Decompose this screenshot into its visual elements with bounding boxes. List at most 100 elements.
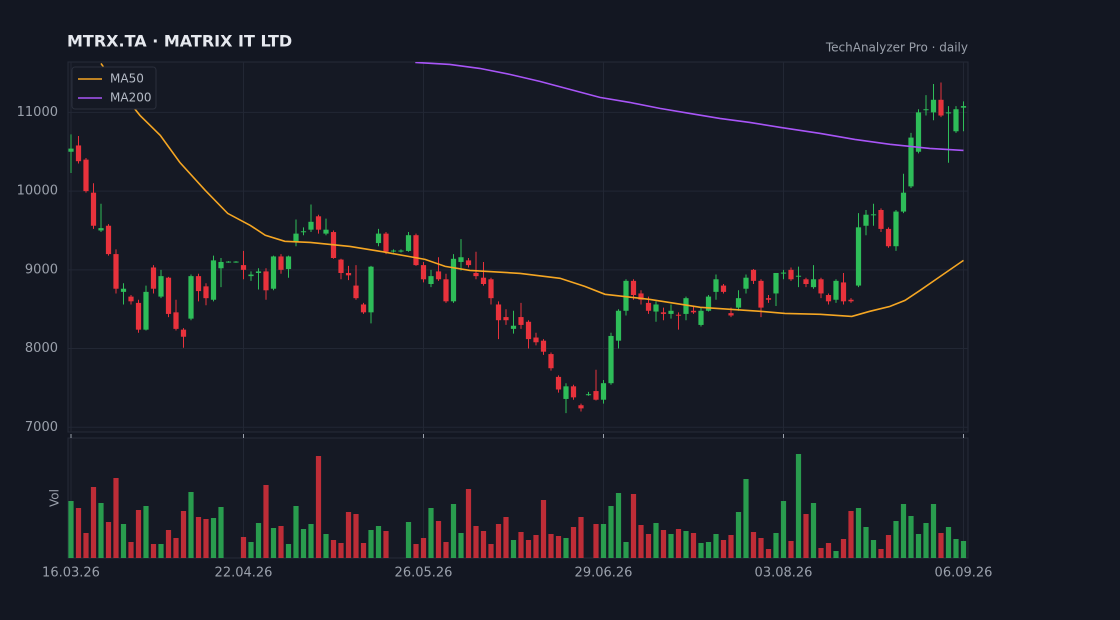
volume-bar: [90, 487, 97, 558]
candle-body: [908, 137, 914, 187]
volume-bar: [863, 527, 869, 558]
candle-body: [338, 259, 344, 273]
volume-bar: [818, 548, 824, 558]
volume-bar: [750, 532, 757, 558]
volume-bar: [465, 489, 472, 558]
volume-bar: [128, 542, 134, 558]
volume-bar: [563, 538, 569, 558]
chart-title: MTRX.TA · MATRIX IT LTD: [67, 32, 292, 51]
volume-bar: [765, 549, 772, 558]
candle-body: [308, 221, 314, 230]
grid: [68, 62, 968, 558]
candle-body: [638, 293, 644, 300]
volume-bar: [735, 512, 742, 558]
volume-bar: [195, 517, 202, 558]
volume-bar: [285, 544, 292, 558]
candle-body: [285, 256, 292, 270]
candle-body: [623, 280, 629, 311]
candle-body: [773, 272, 779, 294]
volume-bar: [98, 503, 104, 558]
volume-bar: [938, 533, 944, 558]
volume-bar: [255, 523, 262, 558]
volume-bar: [525, 540, 532, 558]
candle-body: [780, 272, 787, 274]
candle-body: [420, 265, 427, 280]
x-tick-label: 22.04.26: [215, 566, 273, 581]
volume-panel: [67, 437, 969, 559]
candle-body: [165, 277, 172, 314]
candle-body: [278, 256, 284, 270]
volume-bar: [218, 507, 224, 558]
candle-body: [848, 299, 854, 302]
x-tick-label: 16.03.26: [42, 566, 100, 581]
volume-bar: [848, 511, 854, 558]
candle-body: [855, 227, 862, 286]
candle-body: [863, 214, 869, 226]
x-tick-label: 29.06.26: [575, 566, 633, 581]
candle-body: [818, 279, 824, 294]
volume-bar: [360, 543, 367, 558]
candle-body: [653, 304, 659, 312]
volume-bar: [608, 506, 614, 558]
volume-bar: [683, 531, 689, 558]
volume-bar: [660, 530, 667, 558]
volume-bar: [345, 512, 352, 558]
candle-body: [630, 280, 637, 296]
candle-body: [263, 271, 269, 291]
candle-body: [503, 317, 509, 321]
candle-body: [405, 235, 412, 251]
candle-body: [173, 312, 179, 329]
ma-line: [415, 62, 964, 152]
candle-body: [525, 321, 532, 340]
volume-bar: [413, 544, 419, 558]
candle-body: [645, 302, 652, 311]
candle-body: [825, 295, 832, 302]
candle-body: [893, 211, 899, 247]
volume-bar: [810, 503, 817, 558]
candle-body: [150, 267, 157, 289]
volume-bar: [263, 485, 269, 558]
volume-bar: [900, 504, 907, 558]
volume-bar: [353, 514, 359, 558]
candle-body: [578, 405, 584, 409]
candle-body: [683, 298, 689, 314]
candle-body: [368, 266, 374, 313]
candle-body: [923, 109, 929, 111]
candle-body: [128, 296, 134, 302]
volume-bar: [795, 454, 802, 558]
volume-bar: [825, 543, 832, 558]
volume-bar: [593, 524, 599, 558]
candle-body: [105, 225, 112, 255]
volume-bar: [960, 541, 967, 558]
volume-bar: [473, 526, 479, 558]
candle-body: [555, 376, 562, 390]
volume-bar: [135, 510, 142, 558]
volume-bar: [570, 527, 577, 558]
volume-bar: [675, 529, 682, 558]
volume-bar: [945, 527, 952, 558]
candle-body: [345, 272, 352, 276]
candle-body: [953, 109, 959, 132]
y-tick-label: 11000: [17, 105, 58, 120]
candle-body: [930, 99, 937, 113]
candle-body: [428, 276, 434, 284]
volume-bar: [435, 521, 442, 558]
candle-body: [690, 310, 697, 313]
volume-bar: [713, 534, 719, 558]
candle-body: [323, 229, 329, 234]
candle-body: [728, 313, 734, 316]
candle-body: [833, 280, 839, 300]
candle-body: [803, 279, 809, 284]
volume-bar: [495, 524, 502, 558]
candle-body: [240, 265, 247, 270]
x-tick-label: 03.08.26: [755, 566, 813, 581]
candle-body: [315, 216, 322, 230]
volume-bar: [143, 506, 149, 558]
candle-body: [473, 272, 479, 277]
volume-bar: [443, 542, 449, 558]
volume-bar: [323, 534, 329, 558]
volume-bar: [270, 528, 277, 558]
volume-bar: [330, 540, 337, 558]
candle-body: [510, 325, 517, 329]
